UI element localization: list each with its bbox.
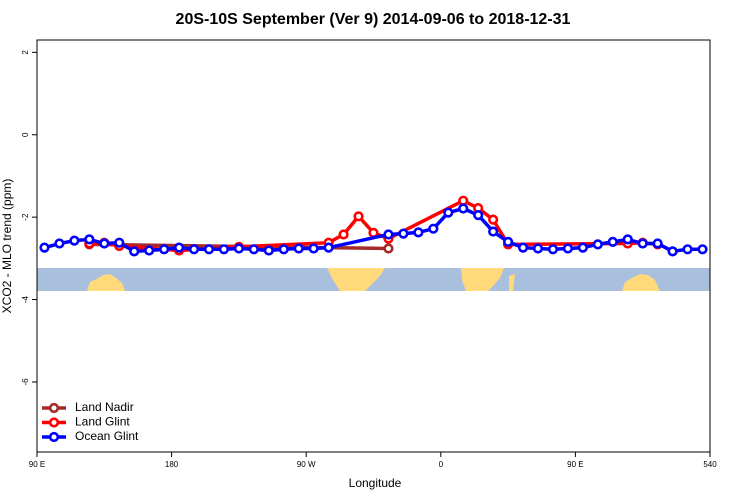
point [54, 238, 65, 249]
point [458, 195, 469, 206]
legend-marker [48, 431, 60, 443]
point [308, 243, 319, 254]
surface-strip [37, 268, 710, 291]
x-axis-label: Longitude [349, 476, 402, 490]
point [517, 242, 529, 253]
point [443, 207, 454, 218]
point [278, 244, 289, 255]
point [383, 229, 394, 240]
point [503, 236, 514, 247]
point [547, 244, 559, 255]
point [144, 245, 155, 256]
point [458, 203, 469, 214]
point [488, 214, 499, 225]
point [188, 244, 200, 255]
point [667, 246, 678, 257]
point [263, 245, 274, 256]
series-line [89, 198, 658, 253]
x-tick-label: 90 W [297, 460, 316, 469]
x-tick-label: 90 E [29, 460, 45, 469]
point [383, 243, 394, 254]
point [488, 226, 499, 237]
point [159, 244, 170, 255]
y-tick-label: 2 [21, 50, 30, 55]
point [398, 228, 409, 239]
legend-label: Ocean Glint [75, 429, 139, 443]
point [293, 243, 304, 254]
point [323, 242, 334, 253]
point [637, 238, 648, 249]
x-tick-label: 0 [439, 460, 444, 469]
point [697, 244, 708, 255]
point [173, 242, 185, 253]
y-tick-label: 0 [21, 132, 30, 137]
point [607, 236, 618, 247]
point [69, 235, 80, 246]
point [562, 243, 574, 254]
point [682, 244, 693, 255]
x-tick-label: 180 [165, 460, 179, 469]
point [413, 227, 424, 238]
point [428, 223, 439, 234]
chart-title: 20S-10S September (Ver 9) 2014-09-06 to … [176, 11, 571, 28]
point [39, 242, 50, 253]
point [532, 243, 544, 254]
point [338, 229, 349, 240]
legend-label: Land Glint [75, 415, 130, 429]
point [592, 239, 603, 250]
point [353, 211, 364, 222]
legend-marker [48, 402, 60, 414]
y-tick-label: -6 [21, 378, 30, 386]
x-tick-label: 540 [703, 460, 717, 469]
legend-label: Land Nadir [75, 400, 134, 414]
point [233, 243, 244, 254]
y-tick-label: -4 [21, 295, 30, 303]
point [218, 244, 230, 255]
point [652, 238, 663, 249]
point [203, 244, 215, 255]
y-axis-label: XCO2 - MLO trend (ppm) [0, 179, 14, 314]
point [129, 246, 140, 257]
point [84, 234, 95, 245]
y-tick-label: -2 [21, 213, 30, 221]
x-tick-label: 90 E [567, 460, 583, 469]
plot-frame [36, 39, 711, 453]
point [577, 242, 588, 253]
point [622, 234, 633, 245]
legend-marker [48, 417, 60, 428]
point [99, 238, 110, 249]
point [114, 237, 125, 248]
point [248, 244, 259, 255]
point [473, 210, 484, 221]
